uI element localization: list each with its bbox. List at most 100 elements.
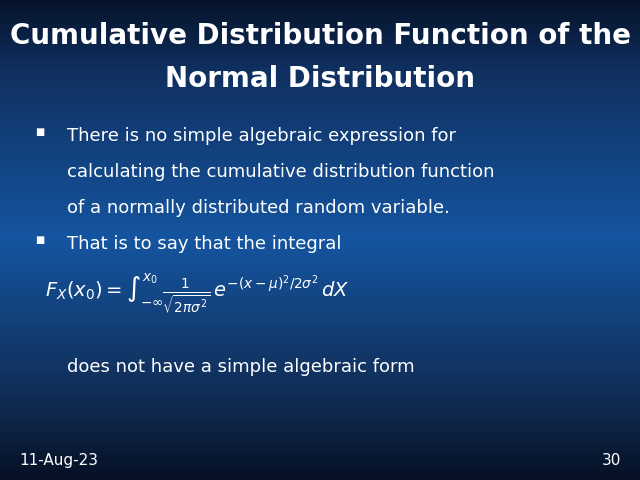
Bar xyxy=(0,424,640,427)
Bar xyxy=(0,199,640,202)
Bar xyxy=(0,379,640,382)
Bar xyxy=(0,427,640,430)
Bar xyxy=(0,235,640,238)
Bar xyxy=(0,326,640,329)
Bar xyxy=(0,434,640,437)
Bar xyxy=(0,336,640,338)
Bar xyxy=(0,86,640,89)
Bar xyxy=(0,408,640,410)
Bar xyxy=(0,314,640,317)
Bar xyxy=(0,146,640,149)
Bar xyxy=(0,52,640,55)
Bar xyxy=(0,352,640,355)
Bar xyxy=(0,40,640,43)
Bar xyxy=(0,242,640,245)
Bar xyxy=(0,280,640,283)
Text: calculating the cumulative distribution function: calculating the cumulative distribution … xyxy=(67,163,495,181)
Bar xyxy=(0,343,640,346)
Bar xyxy=(0,12,640,14)
Bar xyxy=(0,26,640,29)
Text: ■: ■ xyxy=(35,235,44,245)
Text: ■: ■ xyxy=(35,127,44,137)
Bar xyxy=(0,124,640,127)
Bar xyxy=(0,396,640,398)
Bar xyxy=(0,300,640,302)
Bar xyxy=(0,211,640,214)
Bar xyxy=(0,278,640,281)
Bar xyxy=(0,38,640,41)
Bar xyxy=(0,240,640,242)
Bar xyxy=(0,420,640,422)
Bar xyxy=(0,31,640,34)
Bar xyxy=(0,100,640,103)
Bar xyxy=(0,360,640,362)
Text: That is to say that the integral: That is to say that the integral xyxy=(67,235,342,253)
Bar xyxy=(0,441,640,444)
Bar xyxy=(0,96,640,98)
Bar xyxy=(0,470,640,473)
Bar xyxy=(0,230,640,233)
Bar xyxy=(0,216,640,218)
Bar xyxy=(0,7,640,10)
Bar xyxy=(0,417,640,420)
Bar xyxy=(0,460,640,463)
Bar xyxy=(0,244,640,247)
Bar xyxy=(0,201,640,204)
Bar xyxy=(0,372,640,374)
Bar xyxy=(0,33,640,36)
Bar xyxy=(0,14,640,17)
Bar xyxy=(0,264,640,266)
Bar xyxy=(0,134,640,137)
Bar xyxy=(0,422,640,425)
Bar xyxy=(0,405,640,408)
Bar xyxy=(0,129,640,132)
Bar xyxy=(0,189,640,192)
Bar xyxy=(0,345,640,348)
Bar xyxy=(0,153,640,156)
Bar xyxy=(0,208,640,211)
Bar xyxy=(0,367,640,370)
Bar xyxy=(0,60,640,62)
Bar xyxy=(0,9,640,12)
Bar xyxy=(0,43,640,46)
Bar xyxy=(0,76,640,79)
Bar xyxy=(0,285,640,288)
Bar xyxy=(0,156,640,158)
Bar xyxy=(0,374,640,377)
Text: $F_X\left(x_0\right) = \int_{-\infty}^{x_0} \frac{1}{\sqrt{2\pi\sigma^2}}\, e^{-: $F_X\left(x_0\right) = \int_{-\infty}^{x… xyxy=(45,271,349,315)
Bar xyxy=(0,69,640,72)
Bar xyxy=(0,436,640,439)
Bar xyxy=(0,187,640,190)
Bar xyxy=(0,88,640,91)
Bar xyxy=(0,158,640,161)
Bar xyxy=(0,170,640,173)
Bar xyxy=(0,72,640,74)
Bar xyxy=(0,57,640,60)
Bar xyxy=(0,120,640,122)
Bar xyxy=(0,139,640,142)
Bar xyxy=(0,108,640,110)
Bar xyxy=(0,412,640,415)
Bar xyxy=(0,110,640,113)
Bar xyxy=(0,463,640,466)
Bar xyxy=(0,348,640,350)
Bar xyxy=(0,122,640,125)
Bar xyxy=(0,468,640,470)
Bar xyxy=(0,328,640,331)
Bar xyxy=(0,81,640,84)
Bar xyxy=(0,0,640,2)
Bar xyxy=(0,144,640,146)
Bar xyxy=(0,132,640,134)
Bar xyxy=(0,84,640,86)
Bar xyxy=(0,391,640,394)
Bar xyxy=(0,196,640,199)
Bar xyxy=(0,292,640,295)
Bar xyxy=(0,465,640,468)
Text: Cumulative Distribution Function of the: Cumulative Distribution Function of the xyxy=(10,22,630,49)
Bar xyxy=(0,261,640,264)
Bar xyxy=(0,369,640,372)
Bar xyxy=(0,302,640,305)
Bar xyxy=(0,67,640,70)
Bar xyxy=(0,223,640,226)
Bar xyxy=(0,259,640,262)
